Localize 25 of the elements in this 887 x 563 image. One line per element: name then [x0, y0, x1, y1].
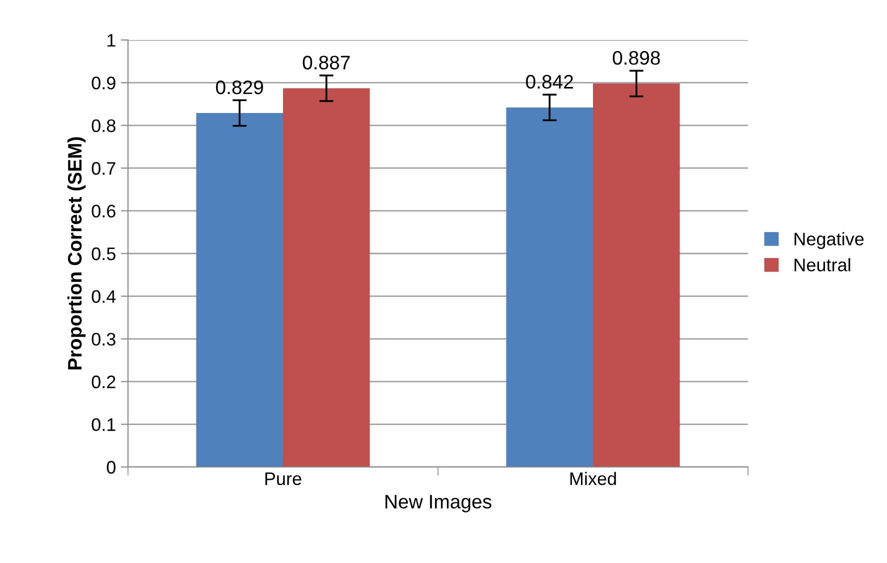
data-label: 0.898	[612, 50, 660, 65]
x-tick-label: Mixed	[570, 472, 616, 486]
y-tick-label: 0.5	[92, 247, 116, 260]
data-label: 0.842	[526, 74, 573, 89]
legend-label: Neutral	[794, 258, 850, 272]
y-tick-label: 0.6	[92, 204, 116, 218]
y-axis-title: Proportion Correct (SEM)	[67, 137, 86, 370]
y-tick-label: 1	[108, 34, 116, 47]
y-tick-label: 0.1	[92, 418, 116, 432]
data-label: 0.887	[302, 56, 350, 70]
y-tick-label: 0.8	[92, 119, 116, 132]
bar	[506, 107, 593, 467]
bar	[593, 84, 680, 467]
bar	[283, 88, 370, 467]
y-tick-label: 0.4	[92, 290, 116, 303]
bar	[196, 113, 283, 467]
y-tick-label: 0.2	[92, 376, 116, 388]
legend-label: Negative	[794, 232, 864, 249]
y-tick-label: 0.9	[92, 76, 116, 90]
data-label: 0.829	[216, 80, 264, 94]
x-axis-title: New Images	[386, 494, 492, 512]
x-tick-label: Pure	[265, 472, 302, 486]
y-tick-label: 0.3	[92, 332, 116, 346]
y-tick-label: 0.7	[92, 162, 116, 175]
y-tick-label: 0	[106, 460, 116, 474]
